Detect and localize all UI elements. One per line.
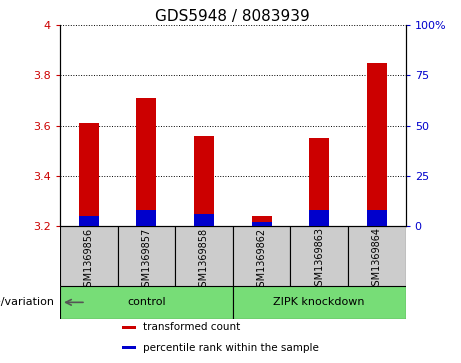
Bar bbox=[175, 226, 233, 286]
Bar bbox=[136, 98, 156, 226]
Bar bbox=[367, 63, 387, 226]
Title: GDS5948 / 8083939: GDS5948 / 8083939 bbox=[155, 9, 310, 24]
Text: GSM1369864: GSM1369864 bbox=[372, 227, 382, 293]
Text: GSM1369863: GSM1369863 bbox=[314, 227, 324, 293]
Bar bbox=[79, 123, 99, 226]
Bar bbox=[348, 226, 406, 286]
Bar bbox=[309, 138, 329, 226]
Bar bbox=[290, 226, 348, 286]
Bar bbox=[118, 226, 175, 286]
Bar bbox=[252, 216, 272, 226]
Text: GSM1369857: GSM1369857 bbox=[142, 227, 151, 293]
Bar bbox=[367, 209, 387, 226]
Bar bbox=[60, 286, 233, 319]
Text: transformed count: transformed count bbox=[143, 322, 240, 332]
Text: genotype/variation: genotype/variation bbox=[0, 297, 54, 307]
Text: GSM1369856: GSM1369856 bbox=[84, 227, 94, 293]
Bar bbox=[60, 226, 118, 286]
Bar bbox=[233, 226, 290, 286]
Bar bbox=[194, 135, 214, 226]
Bar bbox=[122, 326, 136, 329]
Bar bbox=[122, 346, 136, 349]
Text: ZIPK knockdown: ZIPK knockdown bbox=[273, 297, 365, 307]
Bar bbox=[309, 209, 329, 226]
Bar bbox=[194, 213, 214, 226]
Bar bbox=[136, 209, 156, 226]
Text: percentile rank within the sample: percentile rank within the sample bbox=[143, 343, 319, 353]
Text: GSM1369862: GSM1369862 bbox=[257, 227, 266, 293]
Text: control: control bbox=[127, 297, 165, 307]
Text: GSM1369858: GSM1369858 bbox=[199, 227, 209, 293]
Bar bbox=[233, 286, 406, 319]
Bar bbox=[79, 216, 99, 226]
Bar bbox=[252, 221, 272, 226]
